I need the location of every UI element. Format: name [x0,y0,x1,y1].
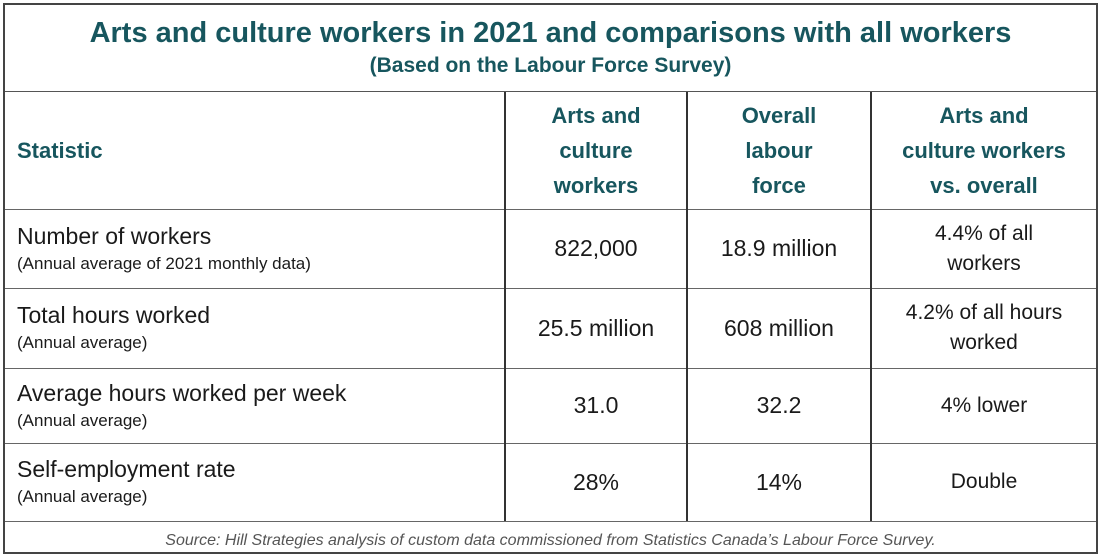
row-label: Number of workers [17,222,212,249]
row-note: (Annual average) [17,487,148,507]
header-arts-line: workers [553,172,639,198]
source-note: Source: Hill Strategies analysis of cust… [5,521,1096,560]
header-arts-line: Arts and [551,102,641,128]
title-block: Arts and culture workers in 2021 and com… [5,5,1096,92]
header-statistic: Statistic [17,137,103,163]
row-note: (Annual average) [17,410,148,430]
overall-value: 32.2 [686,368,871,443]
table-row: Total hours worked (Annual average) 25.5… [5,288,1096,368]
arts-value: 31.0 [504,368,687,443]
comparison-line: 4.4% of all [934,221,1034,245]
overall-value: 18.9 million [686,209,871,288]
row-label: Self-employment rate [17,456,236,483]
table-row: Number of workers (Annual average of 202… [5,209,1096,288]
comparison-line: 4.2% of all hours [905,301,1063,324]
header-arts-workers: Arts and culture workers [504,92,687,209]
comparison-value: Double [870,443,1096,521]
data-table-figure: Arts and culture workers in 2021 and com… [3,3,1098,554]
row-note: (Annual average) [17,333,148,352]
overall-value: 14% [686,443,871,521]
header-comparison-line: Arts and [939,102,1029,128]
comparison-value: 4% lower [870,368,1096,443]
row-label-cell: Number of workers (Annual average of 202… [5,209,505,288]
comparison-line: workers [947,251,1021,275]
comparison-line: worked [950,331,1018,354]
arts-value: 25.5 million [504,288,687,368]
header-comparison-line: vs. overall [930,172,1038,198]
row-label: Total hours worked [17,302,211,328]
row-note: (Annual average of 2021 monthly data) [17,253,311,273]
header-overall-line: force [752,172,806,198]
header-arts-line: culture [559,137,633,163]
header-overall-labour-force: Overall labour force [686,92,871,209]
arts-value: 822,000 [504,209,687,288]
table-title: Arts and culture workers in 2021 and com… [89,17,1012,49]
arts-value: 28% [504,443,687,521]
header-overall-line: labour [745,137,813,163]
row-label-cell: Self-employment rate (Annual average) [5,443,505,521]
row-label-cell: Total hours worked (Annual average) [5,288,505,368]
comparison-line: Double [950,470,1018,494]
overall-value: 608 million [686,288,871,368]
table-row: Self-employment rate (Annual average) 28… [5,443,1096,521]
table-subtitle: (Based on the Labour Force Survey) [369,54,732,77]
comparison-value: 4.4% of all workers [870,209,1096,288]
header-comparison: Arts and culture workers vs. overall [870,92,1096,209]
header-overall-line: Overall [741,102,817,128]
row-label: Average hours worked per week [17,379,347,406]
table-row: Average hours worked per week (Annual av… [5,368,1096,443]
header-comparison-line: culture workers [902,137,1066,163]
row-label-cell: Average hours worked per week (Annual av… [5,368,505,443]
comparison-line: 4% lower [940,393,1028,417]
header-row: Statistic Arts and culture workers Overa… [5,92,1096,209]
comparison-value: 4.2% of all hours worked [870,288,1096,368]
statistics-table: Statistic Arts and culture workers Overa… [5,92,1096,521]
